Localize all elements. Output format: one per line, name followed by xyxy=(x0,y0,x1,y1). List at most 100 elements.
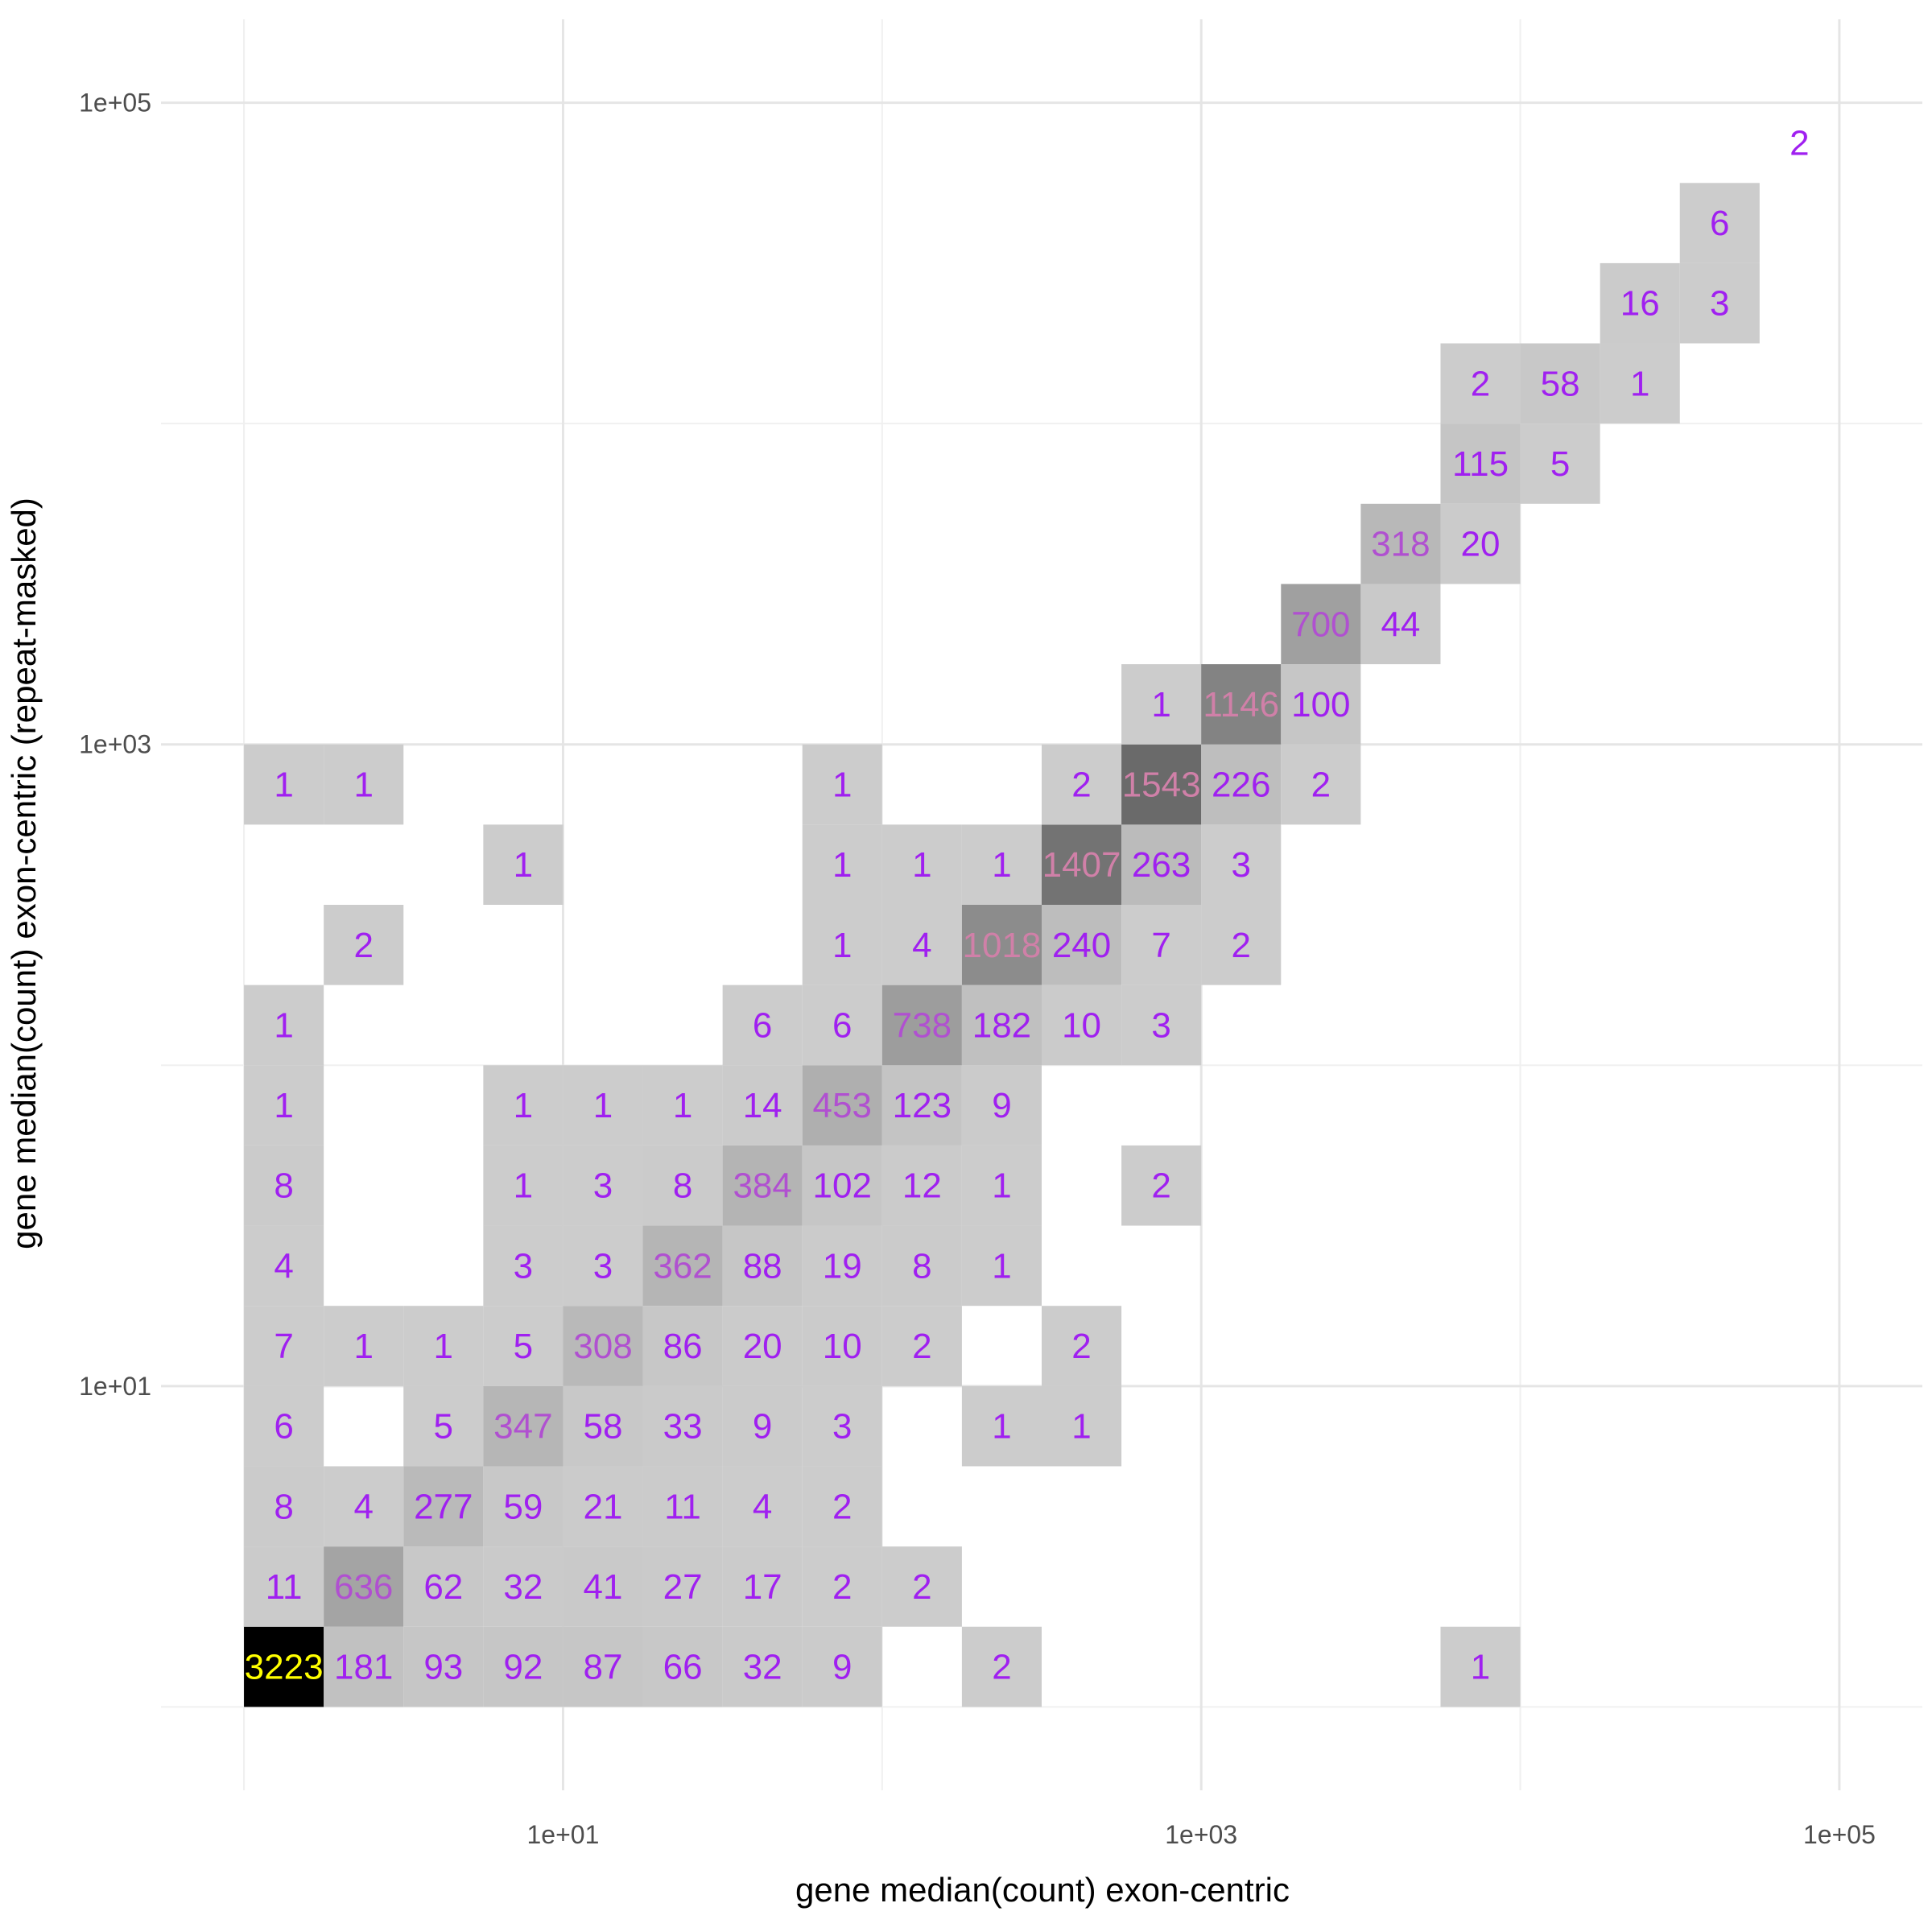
heatmap-cell xyxy=(1201,824,1282,905)
heatmap-cell xyxy=(403,1466,484,1547)
heatmap-cell xyxy=(244,1306,324,1386)
cell-count-label: 86 xyxy=(663,1327,703,1366)
cell-count-label: 9 xyxy=(832,1648,852,1687)
cell-count-label: 1 xyxy=(353,1327,373,1366)
heatmap-cell xyxy=(961,905,1042,985)
cell-count-label: 1 xyxy=(274,1005,293,1045)
cell-count-label: 318 xyxy=(1371,525,1430,564)
heatmap-cell xyxy=(244,1225,324,1307)
heatmap-cell xyxy=(642,1306,723,1386)
heatmap-cell xyxy=(802,1065,882,1146)
cell-count-label: 16 xyxy=(1620,284,1660,324)
heatmap-cell xyxy=(483,1306,564,1386)
heatmap-cell xyxy=(1042,1385,1122,1467)
heatmap-cell xyxy=(1042,1306,1122,1386)
heatmap-cell xyxy=(961,1065,1042,1146)
heatmap-cell xyxy=(802,1145,882,1226)
cell-count-label: 14 xyxy=(743,1086,782,1125)
heatmap-cell xyxy=(881,1546,962,1627)
x-axis-title: gene median(count) exon-centric xyxy=(795,1871,1290,1909)
heatmap-cell xyxy=(722,1546,803,1627)
cell-count-label: 7 xyxy=(1151,926,1170,965)
cell-count-label: 2 xyxy=(992,1648,1011,1687)
cell-count-label: 3 xyxy=(514,1246,533,1286)
cell-count-label: 93 xyxy=(423,1648,463,1687)
heatmap-cell xyxy=(563,1065,643,1146)
heatmap-cell xyxy=(244,1466,324,1547)
cell-count-label: 8 xyxy=(274,1166,293,1206)
cell-count-label: 2 xyxy=(1071,1327,1091,1366)
heatmap-cell xyxy=(722,1466,803,1547)
x-tick-label: 1e+03 xyxy=(1165,1820,1237,1849)
heatmap-cell xyxy=(244,1065,324,1146)
heatmap-cell xyxy=(1360,503,1441,584)
heatmap-cell xyxy=(563,1306,643,1386)
cell-count-label: 9 xyxy=(992,1086,1011,1125)
heatmap-cell xyxy=(722,985,803,1066)
cell-count-label: 1 xyxy=(1151,685,1170,724)
cell-count-label: 62 xyxy=(423,1567,463,1607)
cell-count-label: 6 xyxy=(832,1005,852,1045)
heatmap-cell xyxy=(244,1385,324,1467)
cell-count-label: 32 xyxy=(503,1567,543,1607)
cell-count-label: 6 xyxy=(1710,204,1729,243)
heatmap-cell xyxy=(403,1306,484,1386)
heatmap-cell xyxy=(881,1065,962,1146)
heatmap-cell xyxy=(563,1466,643,1547)
heatmap-cell xyxy=(642,1145,723,1226)
heatmap-cell xyxy=(483,1546,564,1627)
heatmap-cell xyxy=(1600,262,1680,344)
cell-count-label: 2 xyxy=(912,1567,931,1607)
cell-count-label: 636 xyxy=(334,1567,393,1607)
cell-count-label: 3223 xyxy=(245,1648,324,1687)
heatmap-cell xyxy=(1281,664,1361,745)
cell-count-label: 8 xyxy=(673,1166,692,1206)
heatmap-cell xyxy=(881,985,962,1066)
heatmap-cell xyxy=(642,1546,723,1627)
x-tick-label: 1e+05 xyxy=(1803,1820,1876,1849)
heatmap-cell xyxy=(244,1145,324,1226)
cell-count-label: 10 xyxy=(823,1327,862,1366)
heatmap-cell xyxy=(1201,905,1282,985)
heatmap-cell xyxy=(722,1225,803,1307)
cell-count-label: 700 xyxy=(1291,605,1350,644)
heatmap-cell xyxy=(1042,985,1122,1066)
cell-count-label: 738 xyxy=(893,1005,952,1045)
label-layer: 3223 181 93 92 87 66 32 9 2 111 636 62 32 41 27 17 2 28 4 2… xyxy=(245,123,1810,1686)
cell-count-label: 1 xyxy=(514,845,533,885)
heatmap-cell xyxy=(483,1626,564,1707)
cell-count-label: 308 xyxy=(573,1327,632,1366)
cell-count-label: 8 xyxy=(274,1487,293,1526)
cell-count-label: 1 xyxy=(1471,1648,1490,1687)
cell-count-label: 11 xyxy=(664,1487,701,1526)
cell-count-label: 59 xyxy=(503,1487,543,1526)
cell-count-label: 20 xyxy=(1461,525,1501,564)
heatmap-cell xyxy=(1440,343,1521,424)
heatmap-cell xyxy=(1440,423,1521,504)
cell-count-label: 1 xyxy=(514,1166,533,1206)
cell-count-label: 5 xyxy=(514,1327,533,1366)
cell-count-label: 12 xyxy=(902,1166,942,1206)
heatmap-cell xyxy=(722,1385,803,1467)
cell-count-label: 3 xyxy=(832,1407,852,1447)
cell-count-label: 6 xyxy=(753,1005,772,1045)
heatmap-cell xyxy=(802,744,882,825)
cell-count-label: 1 xyxy=(832,845,852,885)
heatmap-cell xyxy=(802,1306,882,1386)
heatmap-cell xyxy=(324,1626,404,1707)
cell-count-label: 1 xyxy=(992,1407,1011,1447)
heatmap-cell xyxy=(483,1225,564,1307)
y-tick-label: 1e+03 xyxy=(79,730,151,759)
cell-layer xyxy=(244,183,1760,1707)
heatmap-cell xyxy=(1281,744,1361,825)
cell-count-label: 1 xyxy=(992,845,1011,885)
cell-count-label: 21 xyxy=(584,1487,623,1526)
heatmap-cell xyxy=(802,1225,882,1307)
heatmap-cell xyxy=(961,985,1042,1066)
y-tick-label: 1e+05 xyxy=(79,89,151,118)
heatmap-cell xyxy=(483,824,564,905)
heatmap-cell xyxy=(802,1466,882,1547)
cell-count-label: 32 xyxy=(743,1648,782,1687)
cell-count-label: 1 xyxy=(992,1166,1011,1206)
